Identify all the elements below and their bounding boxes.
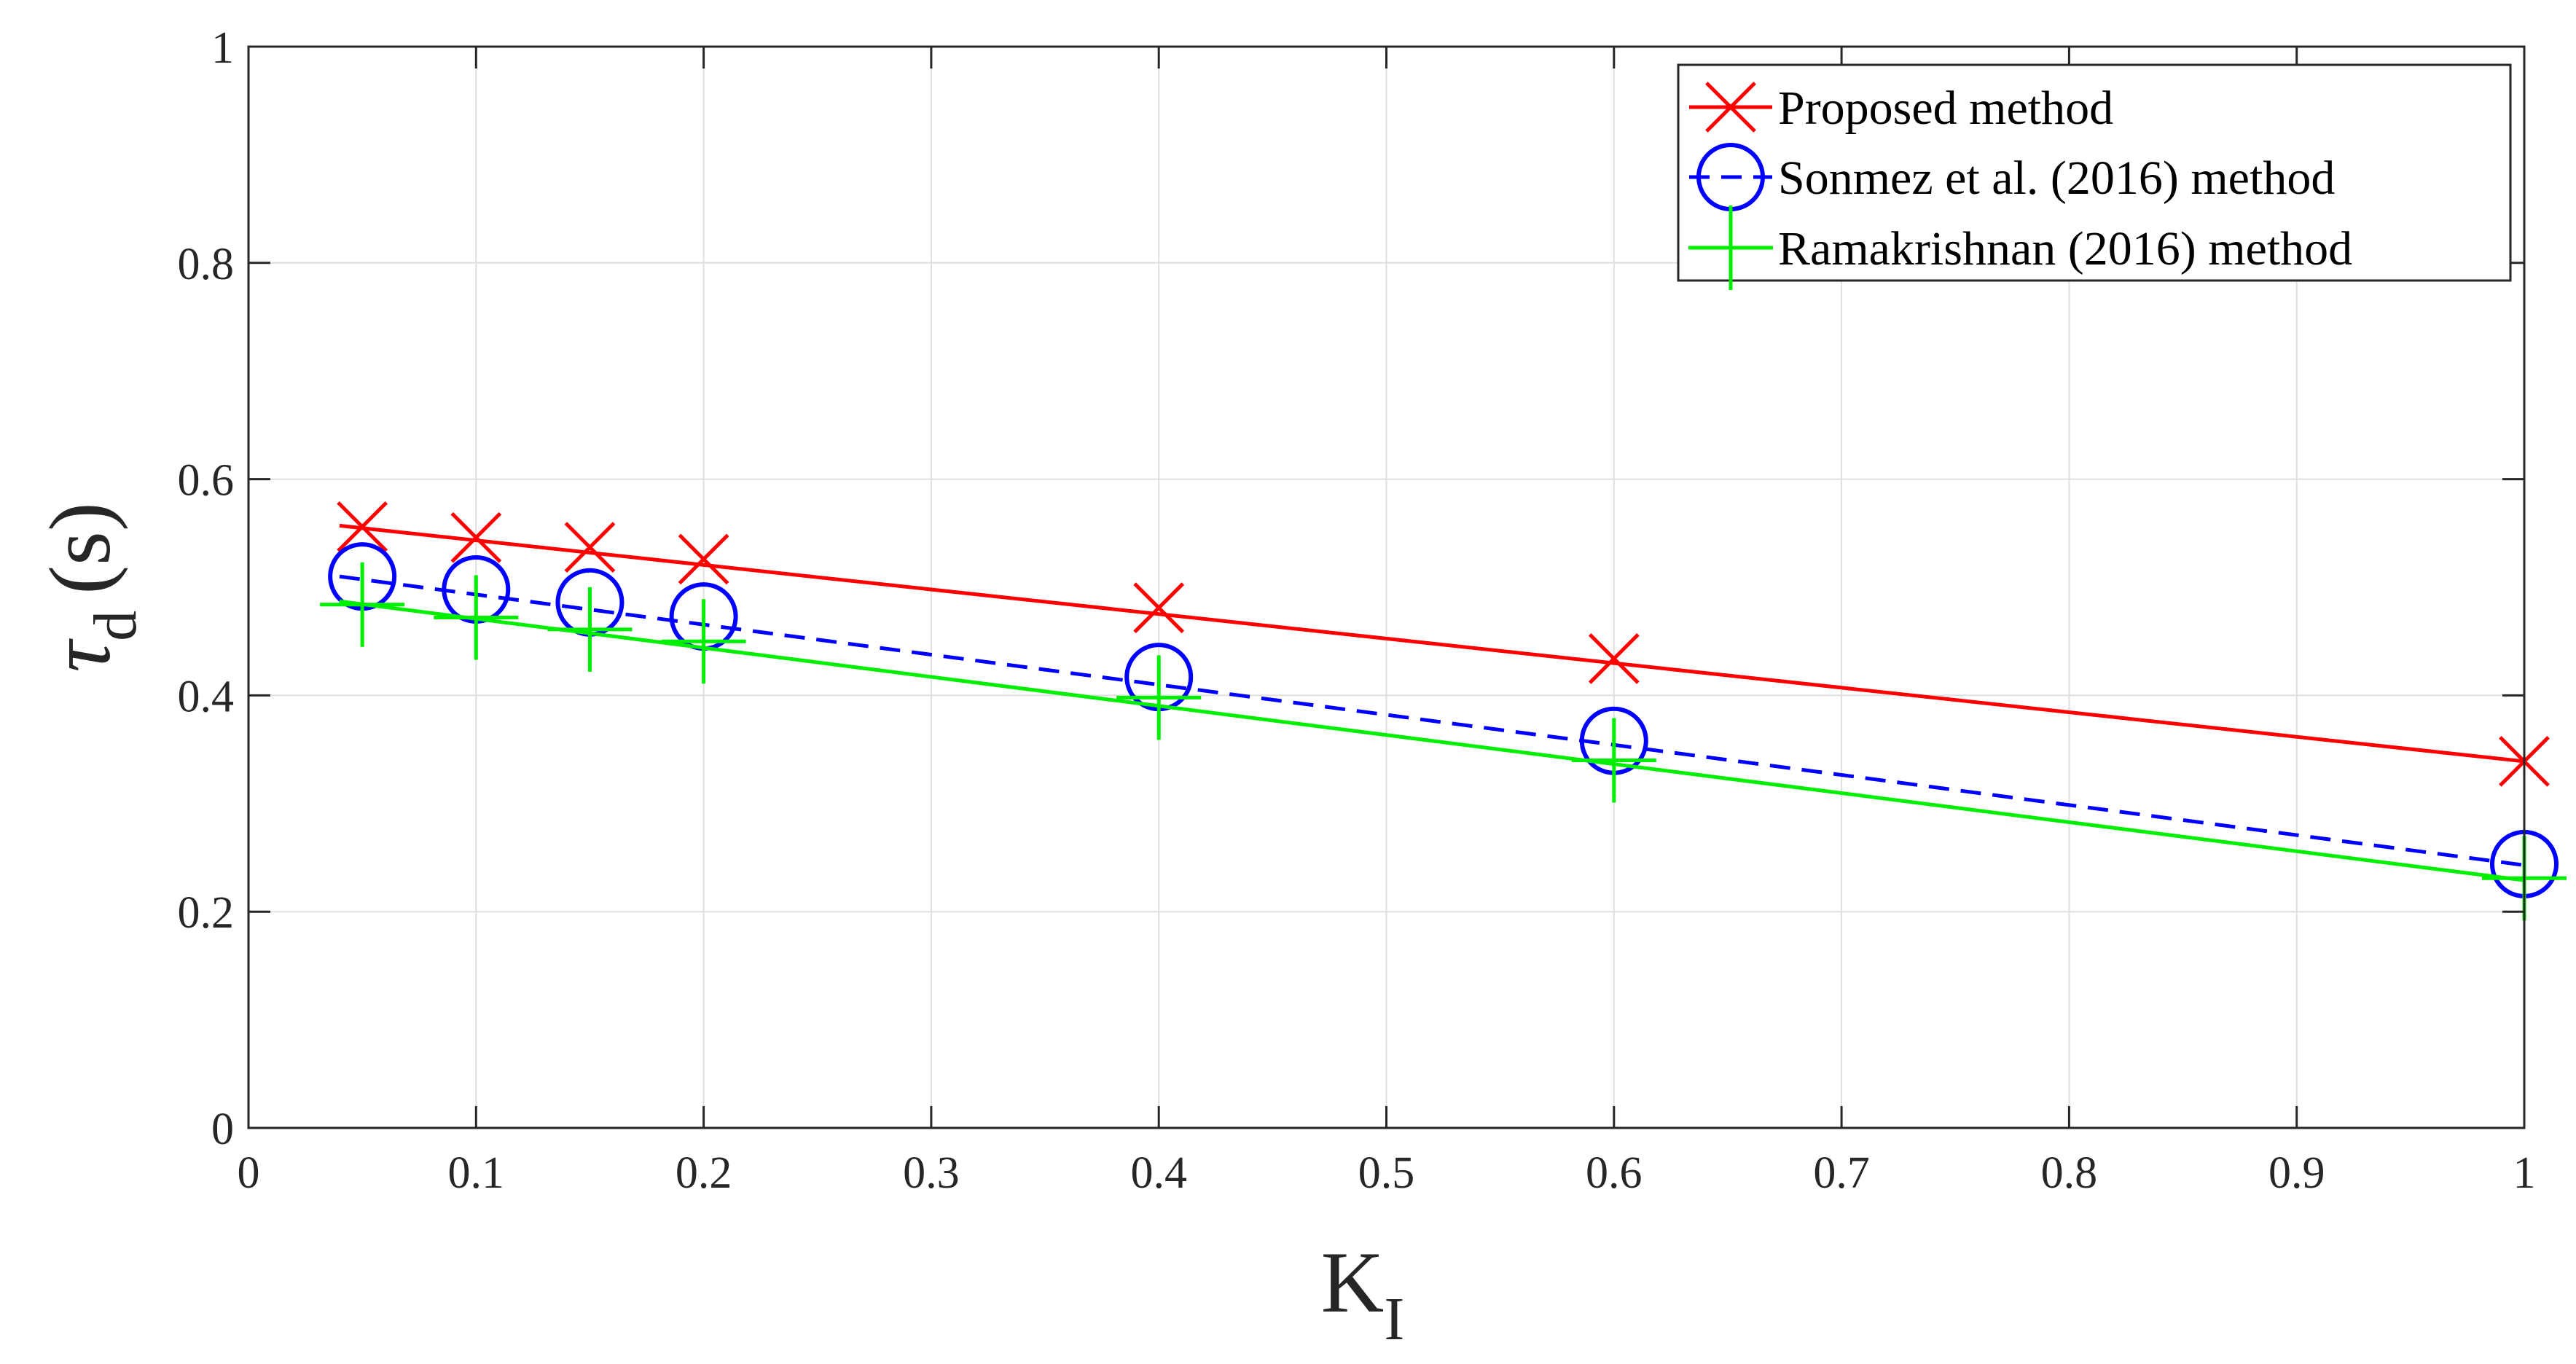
series-line <box>339 523 2525 764</box>
legend-entry: Proposed method <box>1689 82 2113 135</box>
data-point <box>320 562 405 647</box>
legend-label: Sonmez et al. (2016) method <box>1778 152 2335 205</box>
x-tick-label: 0.5 <box>1358 1148 1415 1198</box>
data-point <box>1571 718 1656 803</box>
legend-label: Ramakrishnan (2016) method <box>1778 222 2352 275</box>
data-point <box>547 587 633 672</box>
x-tick-label: 0.3 <box>903 1148 960 1198</box>
data-point <box>1588 633 1640 684</box>
x-tick-label: 0.9 <box>2268 1148 2325 1198</box>
data-point <box>661 599 746 684</box>
data-point <box>564 522 616 573</box>
y-axis-title-symbol: τ <box>31 638 128 673</box>
x-tick-label: 1 <box>2513 1148 2536 1198</box>
data-point <box>678 533 729 585</box>
y-tick-label: 0.6 <box>178 456 235 506</box>
x-tick-label: 0.2 <box>676 1148 732 1198</box>
y-tick-label: 1 <box>211 23 234 73</box>
y-tick-label: 0.8 <box>178 240 235 289</box>
x-tick-label: 0.8 <box>2041 1148 2098 1198</box>
x-axis-title-subscript: I <box>1384 1285 1404 1353</box>
x-tick-label: 0.4 <box>1130 1148 1187 1198</box>
data-point <box>1133 582 1185 634</box>
legend-box <box>1677 63 2512 282</box>
y-tick-label: 0 <box>211 1105 234 1154</box>
x-axis-title: KI <box>1321 1234 1405 1353</box>
data-point <box>1116 655 1202 740</box>
data-point <box>450 512 502 563</box>
y-axis-title-unit: (s) <box>31 502 128 595</box>
axis-ticks: 0 0.1 0.2 0.3 0.4 0.5 0.6 0.7 0.8 0.9 1 0 0.2 0.4 0.6 0… <box>178 23 2536 1198</box>
legend-marker <box>1688 205 1773 290</box>
x-tick-label: 0.7 <box>1813 1148 1870 1198</box>
x-tick-label: 0.1 <box>448 1148 505 1198</box>
data-point <box>337 501 388 552</box>
legend: Proposed method Sonmez et al. (2016) meth… <box>1677 63 2512 290</box>
legend-label: Proposed method <box>1778 82 2113 135</box>
svg-text:τd(s): τd (s) <box>31 502 149 673</box>
data-point <box>434 575 519 660</box>
x-axis-title-main: K <box>1321 1234 1385 1330</box>
y-tick-label: 0.2 <box>178 888 235 938</box>
legend-entry: Ramakrishnan (2016) method <box>1688 205 2352 290</box>
x-tick-label: 0.6 <box>1586 1148 1643 1198</box>
y-tick-label: 0.4 <box>178 672 235 721</box>
svg-text:KI: KI <box>1321 1234 1405 1353</box>
series-0 <box>337 501 2550 787</box>
legend-entry: Sonmez et al. (2016) method <box>1689 143 2335 211</box>
y-axis-title: τd (s) <box>31 502 149 673</box>
x-tick-label: 0 <box>238 1148 260 1198</box>
y-axis-title-subscript: d <box>82 611 149 641</box>
legend-marker <box>1705 82 1756 133</box>
